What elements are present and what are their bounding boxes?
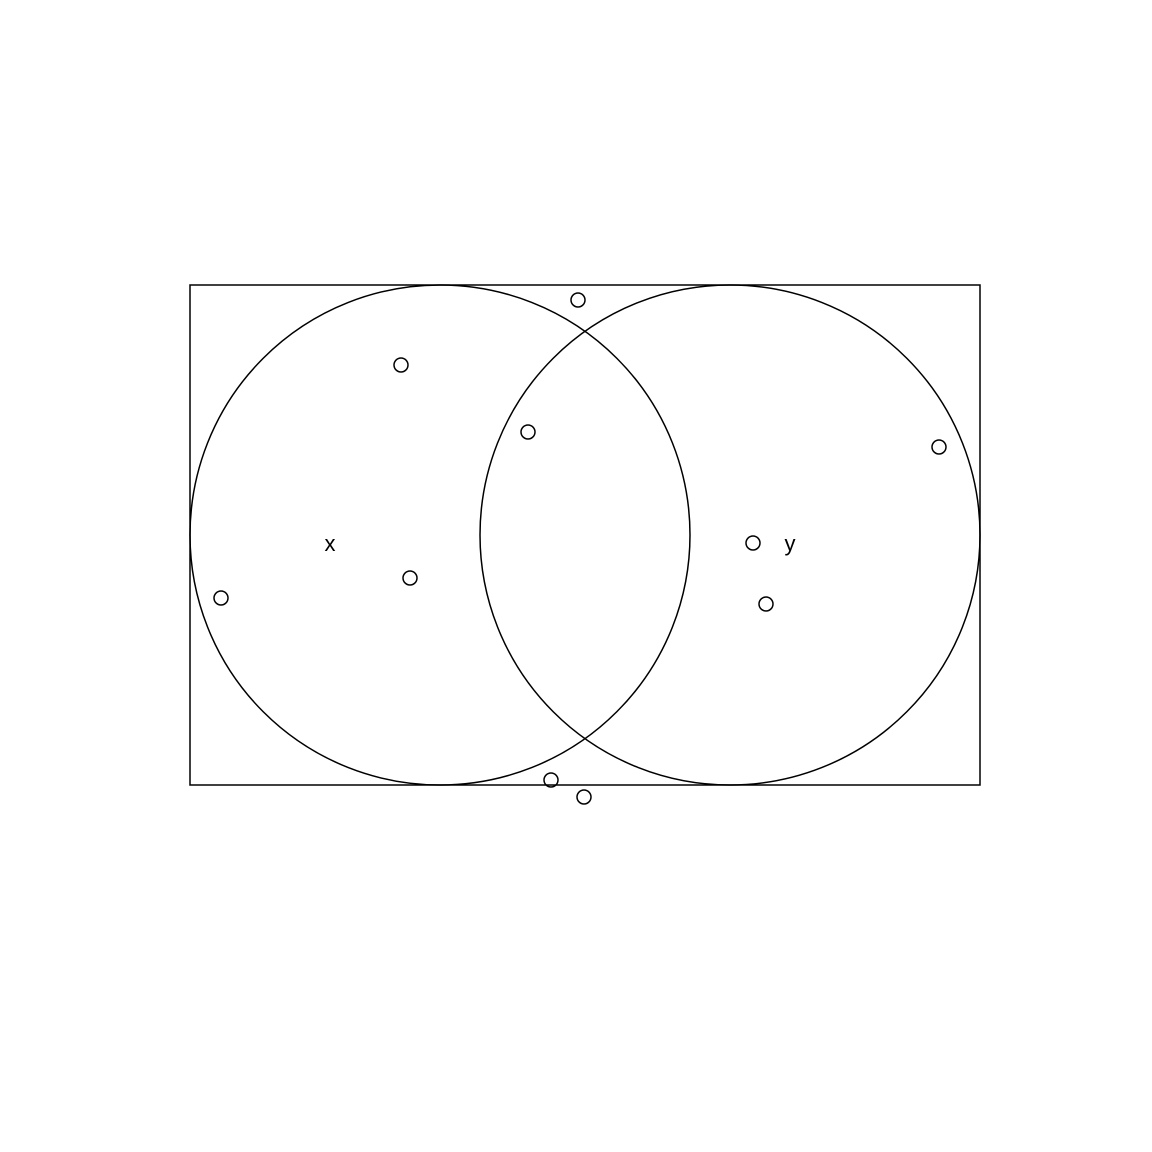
label-x: x: [325, 531, 336, 556]
venn-diagram: xy: [0, 0, 1152, 1152]
canvas-background: [0, 0, 1152, 1152]
label-y: y: [785, 531, 796, 556]
venn-svg: xy: [0, 0, 1152, 1152]
